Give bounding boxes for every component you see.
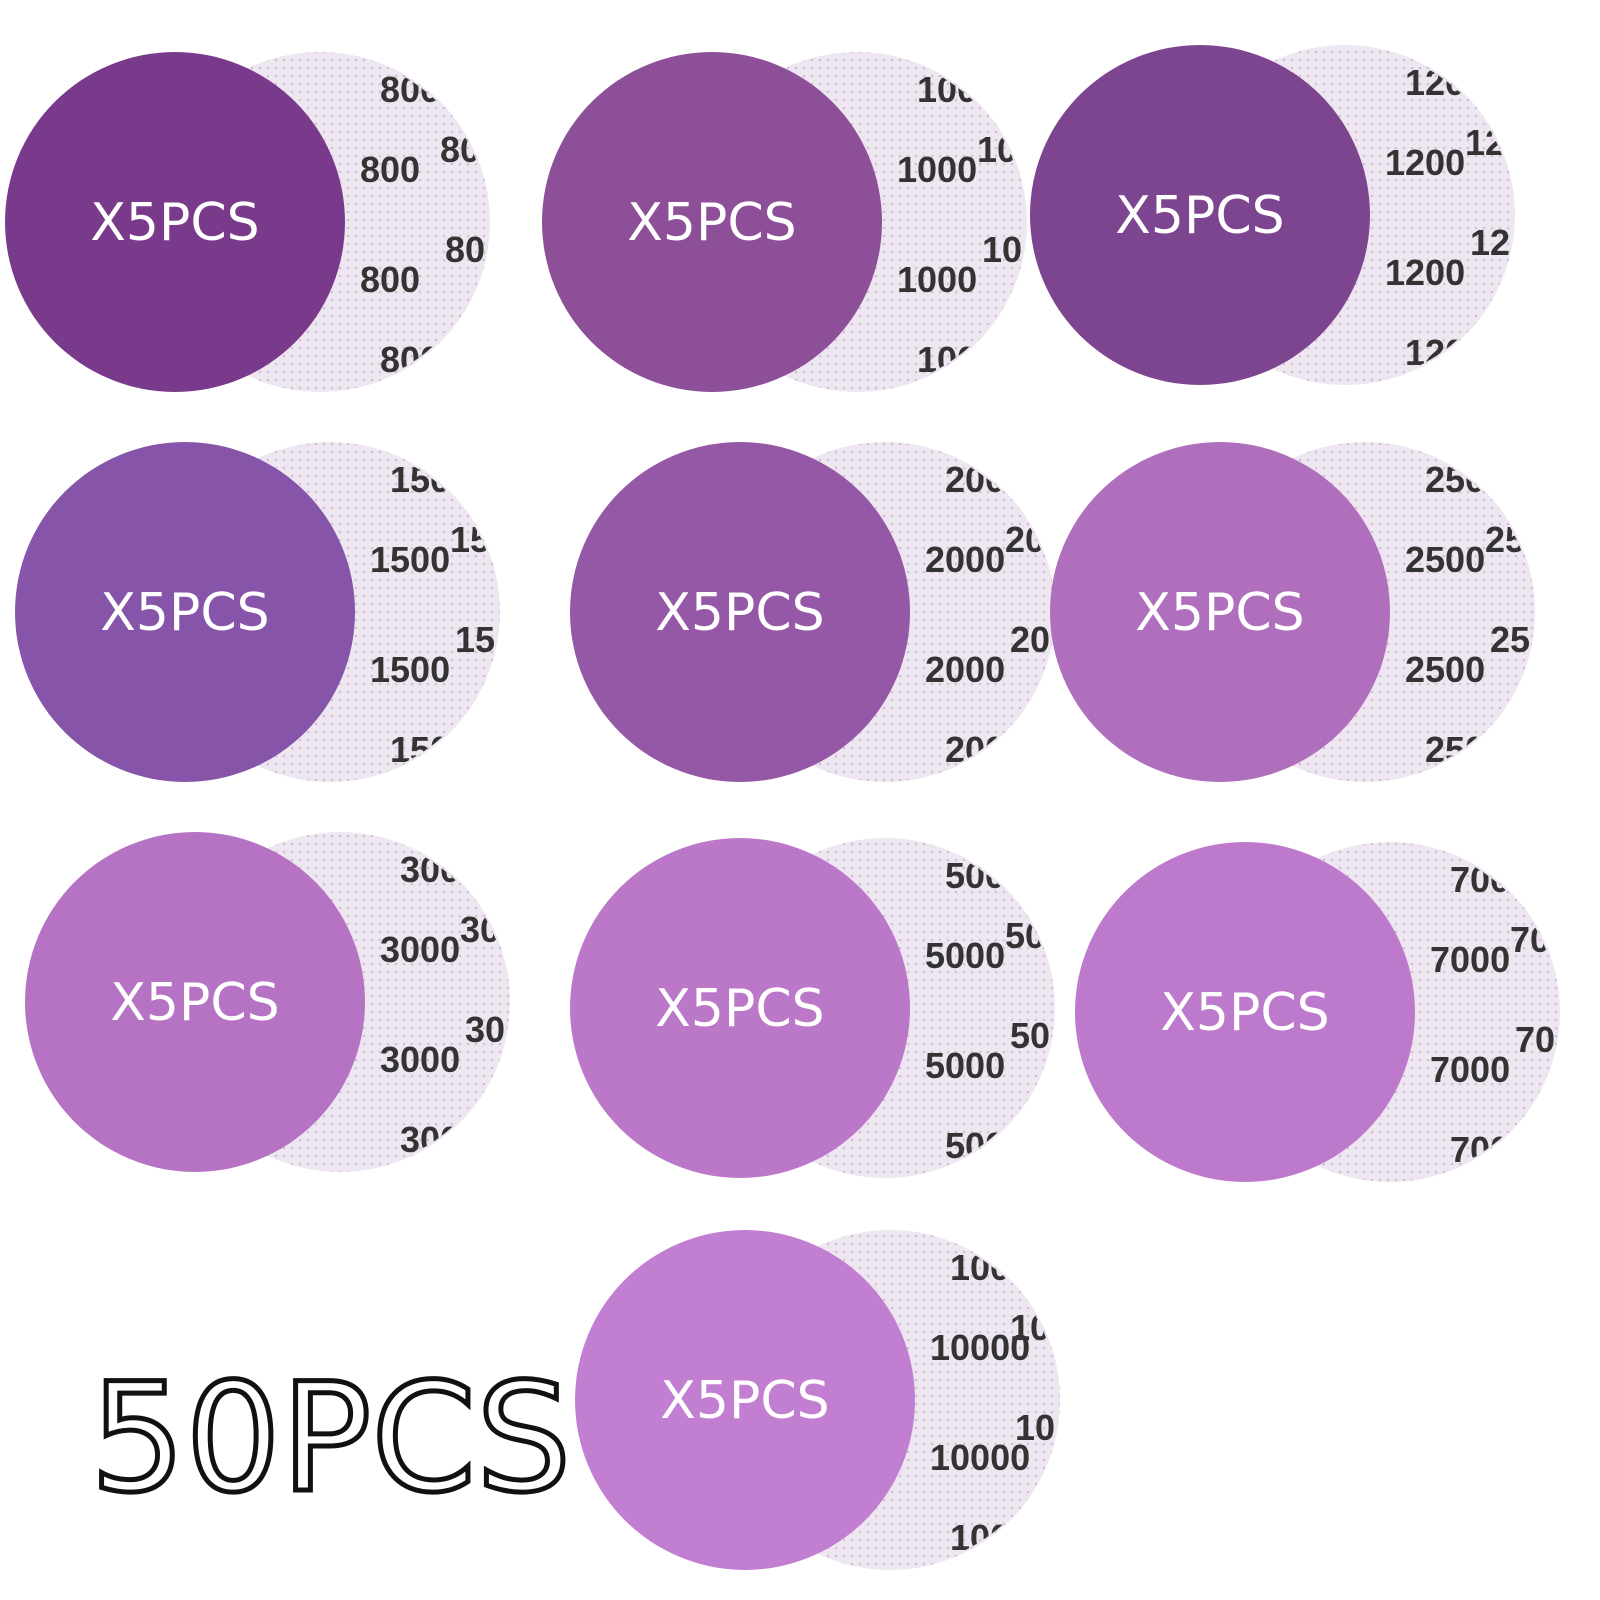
front-disc	[1030, 45, 1370, 385]
grit-label: 7000	[1515, 1019, 1595, 1060]
grit-label: 1500	[370, 649, 450, 690]
front-disc	[5, 52, 345, 392]
disc-quantity: X5PCS	[655, 583, 824, 643]
grit-label: 3000	[465, 1009, 545, 1050]
disc-quantity: X5PCS	[655, 979, 824, 1039]
grit-label: 5000	[925, 1045, 1005, 1086]
grit-label: 2500	[1405, 539, 1485, 580]
grit-label: 800	[360, 149, 420, 190]
grit-label: 800	[360, 259, 420, 300]
grit-label: 2000	[925, 539, 1005, 580]
total-count: 50PCS	[90, 1352, 571, 1526]
grit-label: 2500	[1490, 619, 1570, 660]
grit-label: 3000	[460, 909, 540, 950]
grit-label: 2000	[925, 649, 1005, 690]
grit-label: 3000	[400, 849, 480, 890]
grit-label: 5000	[945, 855, 1025, 896]
grit-label: 1200	[1405, 62, 1485, 103]
grit-label: 1500	[450, 519, 530, 560]
front-disc	[542, 52, 882, 392]
grit-label: 1000	[897, 149, 977, 190]
front-disc	[1050, 442, 1390, 782]
disc-quantity: X5PCS	[1160, 983, 1329, 1043]
grit-label: 800	[380, 339, 440, 380]
grit-label: 800	[380, 69, 440, 110]
grit-label: 800	[440, 129, 500, 170]
grit-label: 2000	[945, 459, 1025, 500]
front-disc	[575, 1230, 915, 1570]
disc-quantity: X5PCS	[100, 583, 269, 643]
grit-label: 1500	[455, 619, 535, 660]
front-disc	[15, 442, 355, 782]
grit-label: 1200	[1385, 142, 1465, 183]
disc-quantity: X5PCS	[90, 193, 259, 253]
grit-label: 1200	[1385, 252, 1465, 293]
disc-quantity: X5PCS	[627, 193, 796, 253]
grit-label: 800	[445, 229, 505, 270]
grit-label: 5000	[1010, 1015, 1090, 1056]
grit-label: 2500	[1485, 519, 1565, 560]
grit-label: 1500	[390, 459, 470, 500]
grit-label: 1200	[1465, 122, 1545, 163]
front-disc	[1075, 842, 1415, 1182]
grit-label: 1200	[1470, 222, 1550, 263]
front-disc	[570, 838, 910, 1178]
grit-label: 1500	[370, 539, 450, 580]
grit-label: 3000	[380, 1039, 460, 1080]
grit-label: 2500	[1405, 649, 1485, 690]
grit-label: 2000	[1010, 619, 1090, 660]
disc-quantity: X5PCS	[1115, 186, 1284, 246]
grit-label: 7000	[1510, 919, 1590, 960]
grit-label: 10000	[1010, 1307, 1110, 1348]
grit-label: 1000	[917, 69, 997, 110]
disc-quantity: X5PCS	[660, 1371, 829, 1431]
grit-label: 1000	[982, 229, 1062, 270]
grit-label: 10000	[1015, 1407, 1115, 1448]
grit-label: 2500	[1425, 459, 1505, 500]
grit-label: 7000	[1430, 1049, 1510, 1090]
grit-label: 5000	[925, 935, 1005, 976]
grit-label: 7000	[1430, 939, 1510, 980]
disc-quantity: X5PCS	[110, 973, 279, 1033]
grit-label: 5000	[1005, 915, 1085, 956]
front-disc	[570, 442, 910, 782]
grit-label: 10000	[950, 1247, 1050, 1288]
grit-label: 1000	[897, 259, 977, 300]
grit-label: 3000	[380, 929, 460, 970]
grit-label: 10000	[930, 1327, 1030, 1368]
disc-quantity: X5PCS	[1135, 583, 1304, 643]
grit-label: 10000	[930, 1437, 1030, 1478]
grit-label: 7000	[1450, 859, 1530, 900]
front-disc	[25, 832, 365, 1172]
